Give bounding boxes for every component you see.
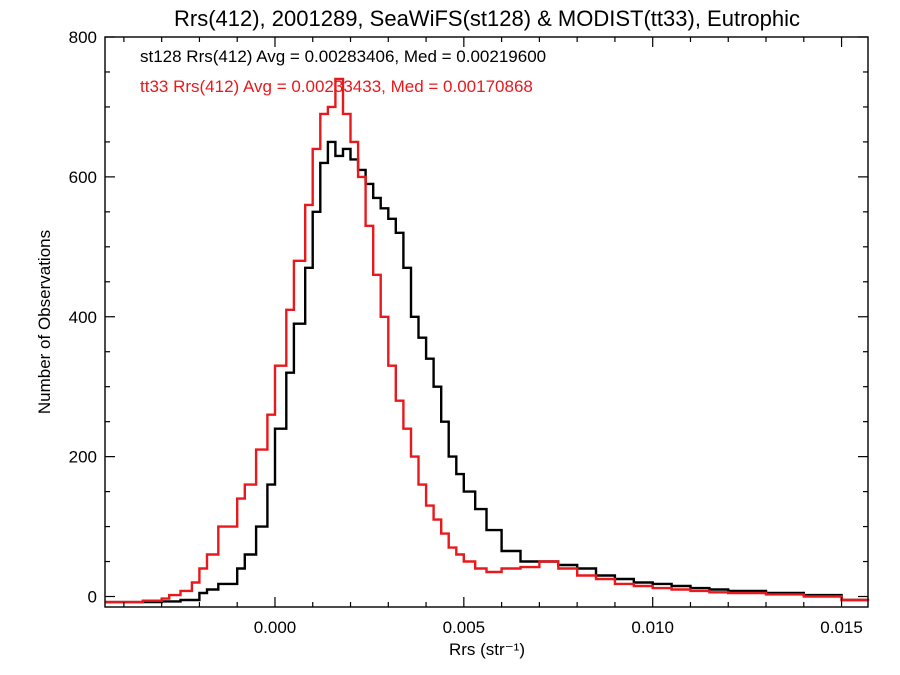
y-tick-label: 800 xyxy=(69,28,97,47)
x-tick-label: 0.005 xyxy=(443,618,486,637)
chart-title: Rrs(412), 2001289, SeaWiFS(st128) & MODI… xyxy=(174,6,800,31)
y-tick-label: 200 xyxy=(69,448,97,467)
series-line-0 xyxy=(105,140,868,604)
plot-frame xyxy=(104,36,869,608)
legend-entry-tt33: tt33 Rrs(412) Avg = 0.00233433, Med = 0.… xyxy=(140,77,533,96)
x-tick-label: 0.000 xyxy=(254,618,297,637)
y-tick-label: 600 xyxy=(69,168,97,187)
x-tick-label: 0.010 xyxy=(631,618,674,637)
series-layer xyxy=(105,77,870,604)
x-axis-label: Rrs (str⁻¹) xyxy=(449,640,525,659)
legend-entry-st128: st128 Rrs(412) Avg = 0.00283406, Med = 0… xyxy=(140,47,546,66)
y-axis-label: Number of Observations xyxy=(35,230,54,414)
y-tick-label: 0 xyxy=(88,588,97,607)
series-line-1 xyxy=(105,77,870,604)
y-tick-label: 400 xyxy=(69,308,97,327)
x-tick-label: 0.015 xyxy=(820,618,863,637)
ticks-layer: 0.000 0.005 0.010 0.015 0 200 400 600 800 xyxy=(69,28,868,637)
